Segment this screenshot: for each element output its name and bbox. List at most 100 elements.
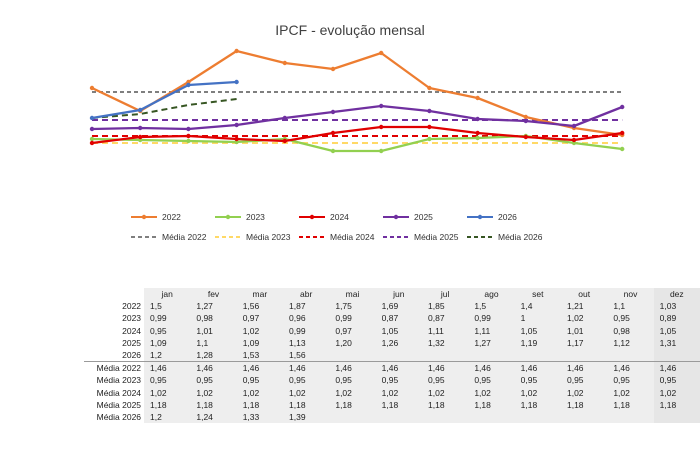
legend-label: Média 2025 <box>414 232 459 242</box>
legend-item-2022: 2022 <box>130 212 181 222</box>
table-header-row: jan fev mar abr mai jun jul ago set out nov dez <box>84 288 700 301</box>
table-cell <box>560 410 608 424</box>
data-point-2024-set <box>475 130 480 136</box>
data-point-2023-set <box>475 135 480 141</box>
data-point-2025-out <box>523 118 528 124</box>
legend-label: Média 2022 <box>162 232 207 242</box>
data-point-2022-jan <box>89 85 95 91</box>
table-cell: 1,02 <box>422 386 469 399</box>
table-cell: 0,97 <box>236 312 284 325</box>
table-cell <box>560 348 608 362</box>
data-point-2022-out <box>523 114 528 120</box>
data-point-2024-jun <box>330 130 336 136</box>
table-row-header: 2023 <box>84 312 145 325</box>
table-cell: 0,98 <box>607 324 654 337</box>
table-cell: 1,28 <box>190 348 237 362</box>
data-point-2025-nov <box>571 123 577 129</box>
table-cell: 1,17 <box>560 336 608 349</box>
table-cell <box>653 348 700 362</box>
legend-label: 2026 <box>498 212 517 222</box>
data-point-2025-dez <box>620 104 625 110</box>
legend-label: 2024 <box>330 212 349 222</box>
table-row-header: 2022 <box>84 300 145 313</box>
data-point-2023-jan <box>89 136 95 142</box>
data-point-2024-nov <box>571 137 577 143</box>
data-point-2026-mar <box>186 82 191 88</box>
table-cell: 0,95 <box>653 374 700 387</box>
table-cell: 1,32 <box>422 336 469 349</box>
table-cell: 1,4 <box>514 300 561 313</box>
table-row-header: Média 2025 <box>84 398 145 411</box>
table-cell: 1,18 <box>653 398 700 411</box>
table-cell: 0,99 <box>329 312 376 325</box>
table-cell: 1,01 <box>560 324 608 337</box>
table-cell: 1,13 <box>283 336 330 349</box>
table-row: 2025 1,09 1,1 1,09 1,13 1,20 1,26 1,32 1,27 1,19 1… <box>84 336 700 349</box>
legend-item-2026: 2026 <box>466 212 517 222</box>
series-line-2024 <box>91 125 623 145</box>
table-cell: 0,95 <box>144 324 191 337</box>
table-cell: 1,09 <box>236 336 284 349</box>
data-point-2024-mai <box>282 138 287 144</box>
table-cell: 1,46 <box>236 361 284 375</box>
data-point-2024-ago <box>427 124 432 130</box>
legend-swatch-2022 <box>131 214 157 220</box>
data-point-2023-ago <box>427 136 432 142</box>
legend-label: Média 2023 <box>246 232 291 242</box>
legend-swatch-2025 <box>383 214 409 220</box>
data-point-2025-mar <box>186 126 191 132</box>
table-cell: 1,02 <box>236 324 284 337</box>
table-cell: 1,87 <box>283 300 330 313</box>
legend-row-years: 2022 2023 2024 2025 2026 <box>130 212 610 232</box>
table-corner <box>84 288 145 301</box>
table-cell: 1,18 <box>560 398 608 411</box>
table-column-header: mai <box>329 288 376 301</box>
table-cell: 1,56 <box>236 300 284 313</box>
table-cell: 0,87 <box>375 312 422 325</box>
table-cell: 0,89 <box>653 312 700 325</box>
legend-swatch-2024 <box>299 214 325 220</box>
data-point-2024-jan <box>89 140 95 146</box>
legend-item-media-2026: Média 2026 <box>466 232 542 242</box>
table-cell: 1,46 <box>283 361 330 375</box>
series-line-2026 <box>91 80 237 120</box>
table-cell: 0,95 <box>514 374 561 387</box>
table-cell: 1,18 <box>375 398 422 411</box>
table-cell: 1,18 <box>422 398 469 411</box>
table-row: 2024 0,95 1,01 1,02 0,99 0,97 1,05 1,11 1,11 1,05… <box>84 324 700 337</box>
table-cell: 1,18 <box>190 398 237 411</box>
data-point-2024-abr <box>234 136 239 142</box>
table-cell: 1,46 <box>653 361 700 375</box>
legend-swatch-media-2024 <box>299 236 325 238</box>
table-cell: 0,95 <box>607 374 654 387</box>
legend-label: Média 2024 <box>330 232 375 242</box>
series-line-2022 <box>91 49 623 137</box>
legend-label: 2025 <box>414 212 433 222</box>
table-column-header: set <box>514 288 561 301</box>
table-cell: 1,33 <box>236 410 284 424</box>
table-column-header: ago <box>468 288 515 301</box>
data-point-2022-set <box>475 95 480 101</box>
table-column-header: mar <box>236 288 284 301</box>
chart-title: IPCF - evolução mensal <box>275 22 425 38</box>
table-row: Média 2025 1,18 1,18 1,18 1,18 1,18 1,18 1,18 1,… <box>84 398 700 411</box>
data-point-2023-jul <box>379 148 384 154</box>
legend-swatch-media-2022 <box>131 236 157 238</box>
table-cell: 1,27 <box>468 336 515 349</box>
data-point-2023-mar <box>186 138 191 144</box>
table-cell: 1,46 <box>375 361 422 375</box>
table-cell: 0,95 <box>190 374 237 387</box>
table-cell: 1,53 <box>236 348 284 362</box>
table-row: Média 2026 1,2 1,24 1,33 1,39 <box>84 410 700 424</box>
table-cell: 1,1 <box>190 336 237 349</box>
table-row-header: Média 2022 <box>84 361 145 375</box>
data-point-2025-jun <box>330 109 336 115</box>
table-cell: 0,95 <box>283 374 330 387</box>
data-point-2026-jan <box>89 115 95 121</box>
table-cell: 1,5 <box>468 300 515 313</box>
table-row: 2023 0,99 0,98 0,97 0,96 0,99 0,87 0,87 0,99 1 1,0… <box>84 312 700 325</box>
data-point-2022-jul <box>379 50 384 56</box>
data-point-2024-mar <box>186 133 191 139</box>
legend-swatch-media-2025 <box>383 236 409 238</box>
legend-item-2023: 2023 <box>214 212 265 222</box>
